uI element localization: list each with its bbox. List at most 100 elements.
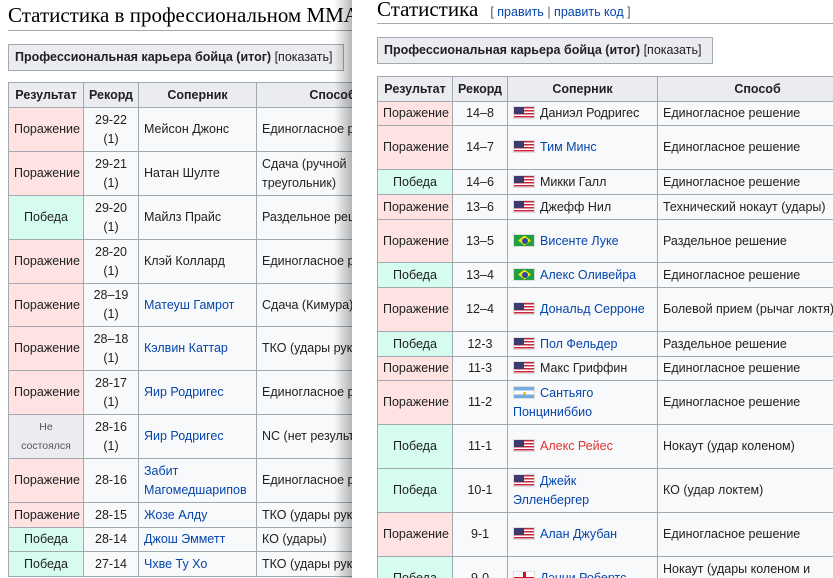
edit-link[interactable]: править <box>497 5 544 19</box>
record-cell: 13–4 <box>452 262 508 288</box>
method-cell: КО (удары) <box>256 527 352 552</box>
record-cell: 10-1 <box>452 468 508 513</box>
record-cell: 14–7 <box>452 125 508 170</box>
record-cell: 12–4 <box>452 287 508 332</box>
edit-code-link[interactable]: править код <box>554 5 624 19</box>
usa-flag-icon <box>513 302 535 315</box>
method-cell: NC (нет результата) <box>256 414 352 459</box>
record-cell: 28-14 <box>83 527 139 552</box>
table-row: Победа 11-1 Алекс Рейес Нокаут (удар колено… <box>377 424 833 469</box>
opponent-link[interactable]: Алан Джубан <box>540 527 618 541</box>
method-cell: Сдача (Кимура) <box>256 283 352 327</box>
record-cell: 13–5 <box>452 219 508 263</box>
opponent-cell: Джош Эмметт <box>138 527 257 552</box>
method-cell: Единогласное решение <box>657 101 833 126</box>
opponent-link[interactable]: Джош Эмметт <box>144 532 226 546</box>
method-cell: Единогласное решение <box>657 356 833 381</box>
record-cell: 14–6 <box>452 169 508 195</box>
table-row: Поражение 29-22 (1) Мейсон Джонс Единогласн… <box>8 107 352 152</box>
usa-flag-icon <box>513 439 535 452</box>
record-cell: 11-1 <box>452 424 508 469</box>
opponent-cell: Матеуш Гамрот <box>138 283 257 327</box>
col-record: Рекорд <box>83 82 139 108</box>
opponent-link[interactable]: Висенте Луке <box>540 233 619 248</box>
record-cell: 28-17 (1) <box>83 370 139 415</box>
method-cell: Единогласное решение <box>657 125 833 170</box>
opponent-name: Мейсон Джонс <box>144 122 230 136</box>
record-cell: 12-3 <box>452 331 508 357</box>
usa-flag-icon <box>513 473 535 487</box>
opponent-cell: Алан Джубан <box>507 512 658 557</box>
opponent-cell: Чхве Ту Хо <box>138 551 257 577</box>
opponent-cell: Сантьяго Понциниббио <box>507 380 658 425</box>
method-cell: КО (удар локтем) <box>657 468 833 513</box>
opponent-link[interactable]: Алекс Оливейра <box>540 267 637 282</box>
col-opponent: Соперник <box>507 76 658 102</box>
opponent-link[interactable]: Тим Минс <box>540 140 597 154</box>
result-cell: Поражение <box>8 502 84 528</box>
opponent-name: Микки Галл <box>540 174 607 189</box>
usa-flag-icon <box>513 361 535 374</box>
result-cell: Победа <box>377 556 453 578</box>
record-cell: 9-1 <box>452 512 508 557</box>
record-cell: 11-3 <box>452 356 508 381</box>
career-summary-box: Профессиональная карьера бойца (итог) [п… <box>8 44 344 71</box>
result-cell: Поражение <box>8 458 84 503</box>
show-toggle[interactable]: [показать] <box>274 50 333 64</box>
result-cell: Победа <box>377 331 453 357</box>
show-toggle[interactable]: [показать] <box>643 43 702 57</box>
fight-record-table: Результат Рекорд Соперник Способ Поражен… <box>8 82 352 577</box>
table-row: Поражение 13–6 Джефф Нил Технический нокаут… <box>377 194 833 220</box>
table-row: Победа 13–4 Алекс Оливейра Единогласное реш… <box>377 262 833 288</box>
method-cell: Единогласное решение <box>256 458 352 503</box>
edit-links: [ править | править код ] <box>490 5 631 19</box>
result-cell: Победа <box>377 424 453 469</box>
opponent-link[interactable]: Кэлвин Каттар <box>144 341 228 355</box>
opponent-cell: Тим Минс <box>507 125 658 170</box>
method-cell: Единогласное решение <box>657 512 833 557</box>
method-cell: Болевой прием (рычаг локтя) <box>657 287 833 332</box>
opponent-link[interactable]: Дональд Серроне <box>540 302 645 316</box>
opponent-link[interactable]: Яир Родригес <box>144 385 224 399</box>
opponent-link[interactable]: Дэнни Робертс <box>540 571 627 578</box>
opponent-link[interactable]: Жозе Алду <box>144 507 208 522</box>
col-result: Результат <box>8 82 84 108</box>
opponent-cell: Джефф Нил <box>507 194 658 220</box>
table-row: Поражение 28–19 (1) Матеуш Гамрот Сдача (Ки… <box>8 283 352 327</box>
opponent-link[interactable]: Джейк Элленбергер <box>513 473 590 507</box>
record-cell: 13–6 <box>452 194 508 220</box>
opponent-link[interactable]: Чхве Ту Хо <box>144 556 208 571</box>
record-cell: 28-16 <box>83 458 139 503</box>
table-row: Поражение 29-21 (1) Натан Шулте Сдача (ручн… <box>8 151 352 196</box>
table-row: Поражение 9-1 Алан Джубан Единогласное реше… <box>377 512 833 557</box>
opponent-cell: Макс Гриффин <box>507 356 658 381</box>
opponent-cell: Жозе Алду <box>138 502 257 528</box>
opponent-name: Майлз Прайс <box>144 210 222 224</box>
opponent-link[interactable]: Забит Магомедшарипов <box>144 463 247 497</box>
result-cell: Поражение <box>377 287 453 332</box>
table-row: Победа 9-0 Дэнни Робертс Нокаут (удары коле… <box>377 556 833 578</box>
record-cell: 28–18 (1) <box>83 326 139 371</box>
career-summary-box: Профессиональная карьера бойца (итог) [п… <box>377 37 713 64</box>
opponent-link[interactable]: Сантьяго Понциниббио <box>513 385 594 419</box>
record-cell: 28–19 (1) <box>83 283 139 327</box>
table-row: Поражение 11-3 Макс Гриффин Единогласное ре… <box>377 356 833 381</box>
table-row: Победа 12-3 Пол Фельдер Раздельное решение <box>377 331 833 357</box>
opponent-link[interactable]: Пол Фельдер <box>540 336 618 351</box>
result-cell: Поражение <box>377 356 453 381</box>
method-cell: Раздельное решение <box>256 195 352 240</box>
result-cell: Поражение <box>377 380 453 425</box>
opponent-cell: Даниэл Родригес <box>507 101 658 126</box>
brazil-flag-icon <box>513 267 535 281</box>
opponent-link[interactable]: Алекс Рейес <box>540 439 613 453</box>
opponent-link[interactable]: Матеуш Гамрот <box>144 297 235 312</box>
opponent-link[interactable]: Яир Родригес <box>144 429 224 443</box>
table-row: Поражение 13–5 Висенте Луке Раздельное реше… <box>377 219 833 263</box>
method-cell: Единогласное решение <box>256 370 352 415</box>
opponent-cell: Висенте Луке <box>507 219 658 263</box>
method-cell: Нокаут (удар коленом) <box>657 424 833 469</box>
record-cell: 14–8 <box>452 101 508 126</box>
opponent-name: Даниэл Родригес <box>540 106 640 120</box>
result-cell: Победа <box>377 262 453 288</box>
